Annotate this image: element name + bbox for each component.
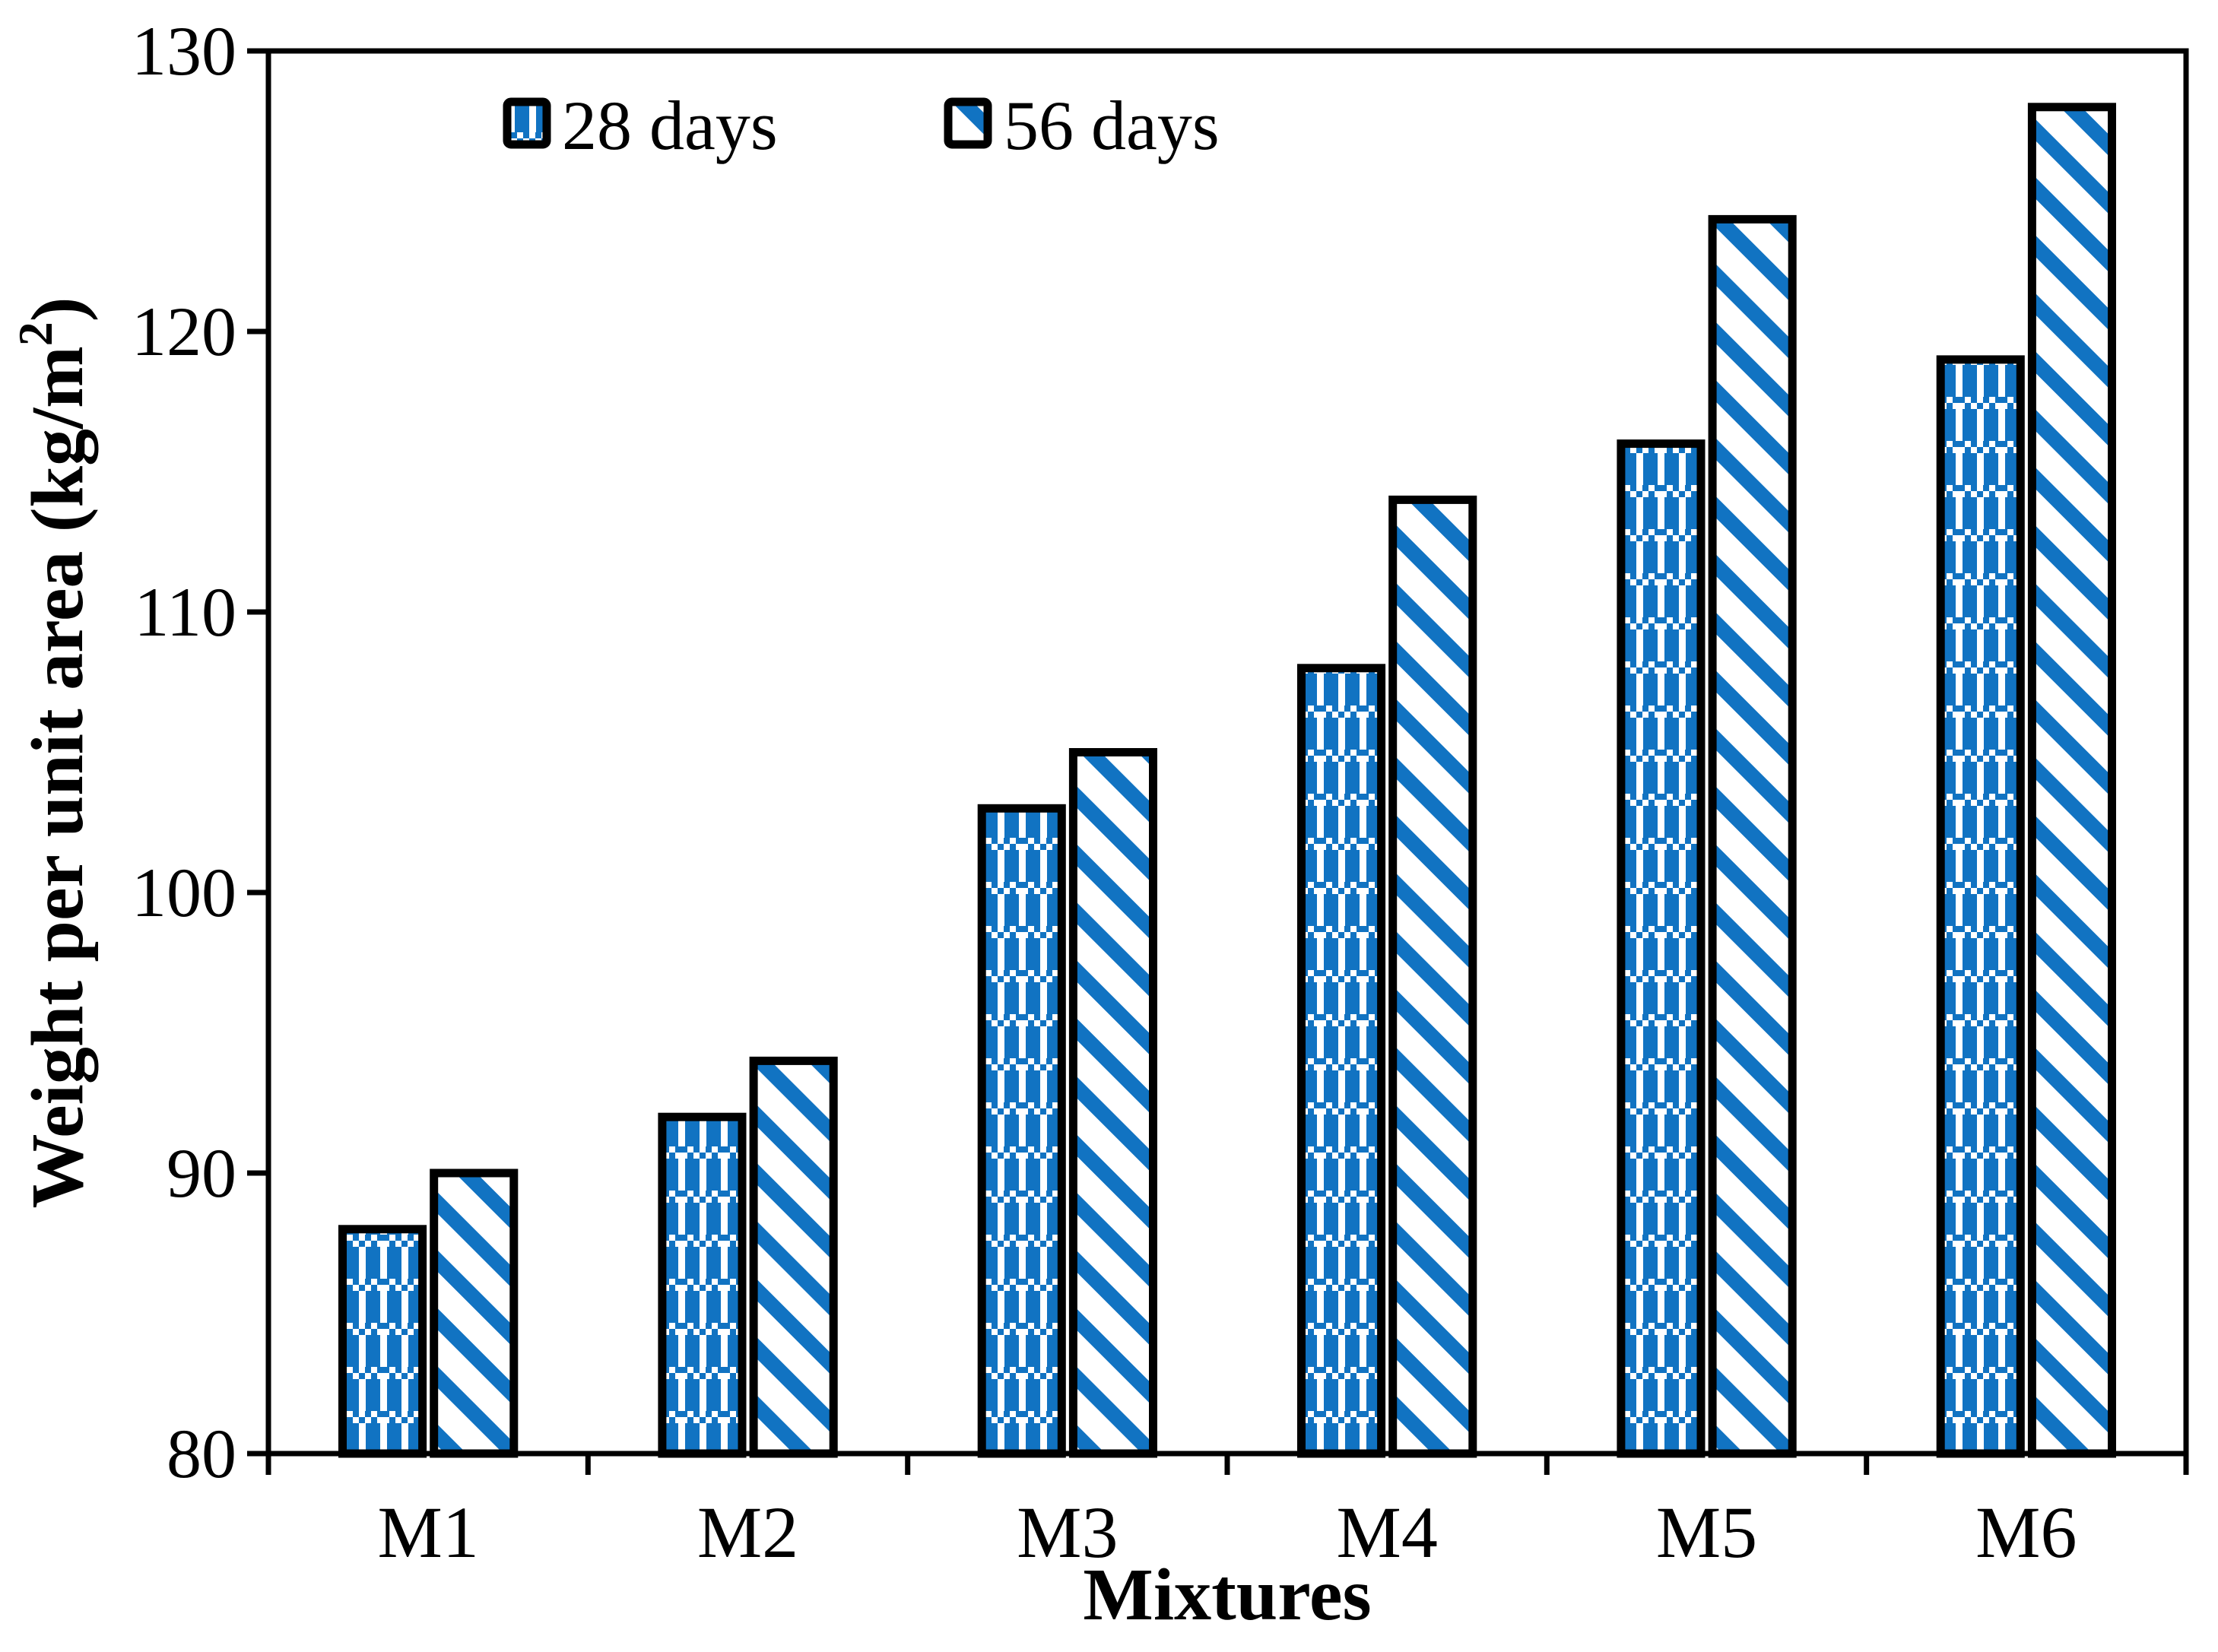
bar-28-days-m1 <box>338 1225 427 1458</box>
bar-56-days-m5 <box>1708 214 1797 1458</box>
bar-28-days-m3 <box>977 804 1066 1458</box>
y-axis-title-main: Weight per unit area (kg/m <box>17 346 99 1208</box>
legend-swatch-28-days <box>503 97 551 149</box>
tick-labels-layer: 80 90 100 110 120 130 <box>132 12 236 1492</box>
bar-56-days-m6 <box>2027 103 2116 1458</box>
bar-28-days-m4 <box>1297 664 1386 1458</box>
plot-area-border <box>265 48 2189 1457</box>
bar-28-days-m2 <box>658 1112 747 1458</box>
y-axis-title: Weight per unit area (kg/m2) <box>8 297 99 1209</box>
legend-label-28-days: 28 days <box>562 87 778 164</box>
y-axis-tick-label-120: 120 <box>132 293 236 370</box>
category-labels-layer: M1 M2 M3 M4 M5 M6 <box>378 1492 2077 1573</box>
bar-56-days-m4 <box>1388 495 1477 1458</box>
bar-28-days-m5 <box>1617 439 1706 1458</box>
category-label-m2: M2 <box>697 1492 798 1573</box>
category-label-m1: M1 <box>378 1492 479 1573</box>
category-label-m4: M4 <box>1337 1492 1438 1573</box>
x-axis-title: Mixtures <box>1083 1554 1371 1636</box>
y-axis-tick-label-90: 90 <box>167 1134 236 1212</box>
axes-layer <box>247 48 2189 1475</box>
y-axis-tick-label-130: 130 <box>132 12 236 90</box>
category-label-m6: M6 <box>1975 1492 2077 1573</box>
legend-label-56-days: 56 days <box>1004 87 1220 164</box>
bars-layer <box>338 103 2116 1458</box>
bar-56-days-m1 <box>430 1168 519 1458</box>
y-axis-tick-label-100: 100 <box>132 854 236 931</box>
bar-28-days-m6 <box>1936 355 2025 1458</box>
y-axis-title-close: ) <box>17 297 99 322</box>
y-axis-tick-label-80: 80 <box>167 1415 236 1492</box>
category-label-m3: M3 <box>1017 1492 1118 1573</box>
y-axis-tick-label-110: 110 <box>134 573 236 651</box>
bar-56-days-m3 <box>1068 748 1158 1458</box>
y-axis-title-superscript: 2 <box>8 322 62 346</box>
legend: 28 days 56 days <box>503 87 1220 164</box>
legend-swatch-56-days <box>944 97 992 149</box>
category-label-m5: M5 <box>1656 1492 1757 1573</box>
bar-56-days-m2 <box>749 1056 838 1458</box>
